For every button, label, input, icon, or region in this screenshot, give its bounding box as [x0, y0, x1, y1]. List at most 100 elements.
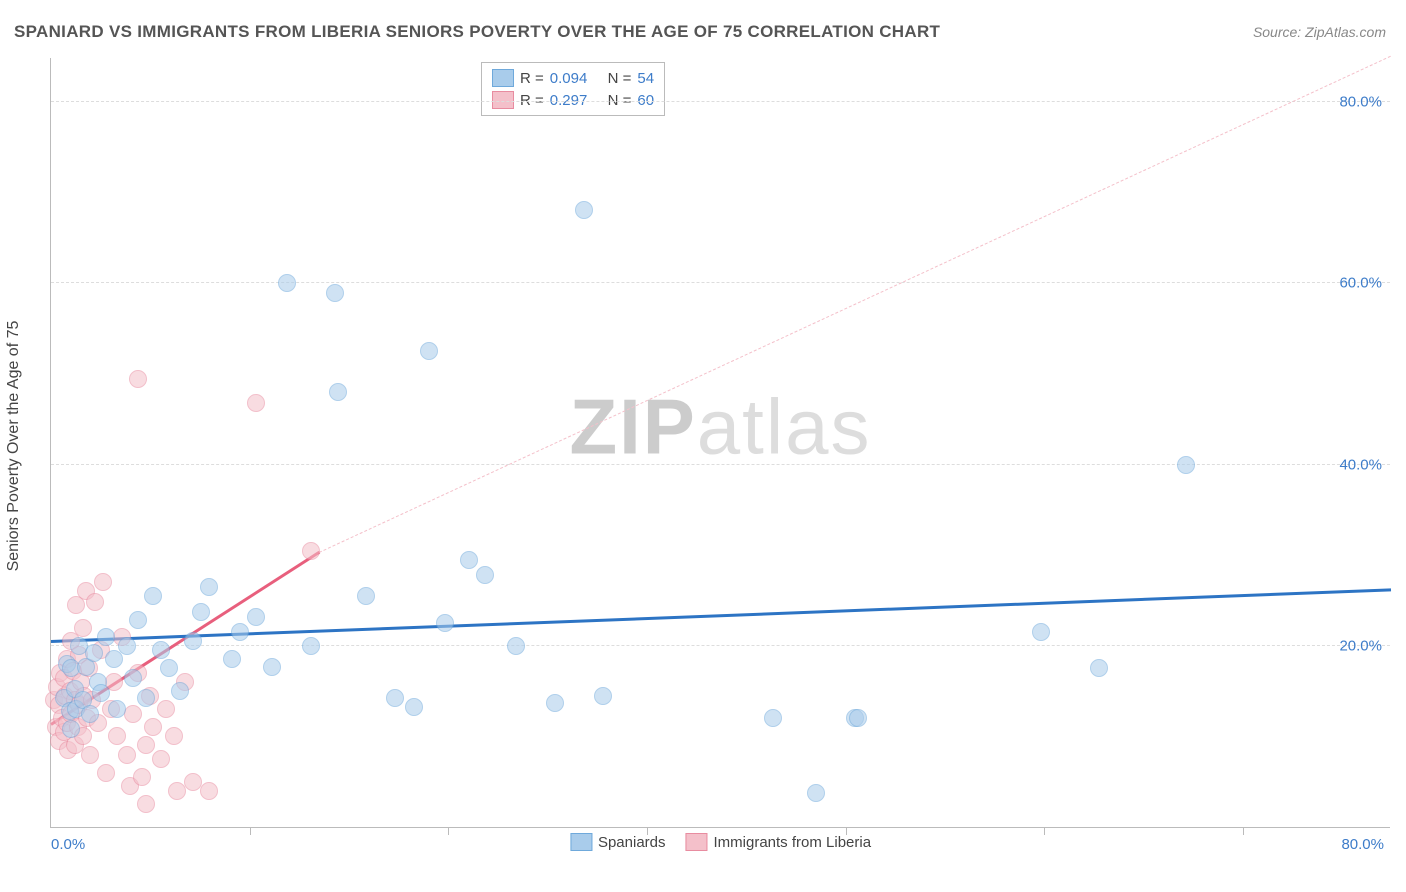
y-tick-label: 60.0% — [1339, 275, 1382, 292]
data-point — [192, 603, 210, 621]
data-point — [165, 727, 183, 745]
x-tick — [448, 827, 449, 835]
data-point — [476, 566, 494, 584]
n-label: N = — [608, 92, 632, 109]
gridline — [51, 645, 1390, 646]
data-point — [263, 658, 281, 676]
data-point — [108, 727, 126, 745]
data-point — [74, 619, 92, 637]
x-tick — [846, 827, 847, 835]
y-tick-label: 20.0% — [1339, 637, 1382, 654]
chart-container: SPANIARD VS IMMIGRANTS FROM LIBERIA SENI… — [0, 0, 1406, 892]
data-point — [81, 705, 99, 723]
data-point — [94, 573, 112, 591]
data-point — [92, 684, 110, 702]
data-point — [137, 736, 155, 754]
swatch-spaniards — [492, 69, 514, 87]
data-point — [807, 784, 825, 802]
data-point — [1032, 623, 1050, 641]
legend-row-spaniards: R = 0.094 N = 54 — [492, 67, 654, 89]
data-point — [86, 593, 104, 611]
data-point — [129, 370, 147, 388]
y-axis-title: Seniors Poverty Over the Age of 75 — [5, 321, 23, 572]
data-point — [849, 709, 867, 727]
data-point — [247, 608, 265, 626]
r-value-spaniards: 0.094 — [550, 70, 588, 87]
x-max-label: 80.0% — [1341, 836, 1384, 853]
plot-area: ZIPatlas R = 0.094 N = 54 R = 0.297 N = … — [50, 58, 1390, 828]
data-point — [460, 551, 478, 569]
series-label-liberia: Immigrants from Liberia — [714, 834, 872, 851]
x-origin-label: 0.0% — [51, 836, 85, 853]
data-point — [118, 637, 136, 655]
x-tick — [250, 827, 251, 835]
series-legend-spaniards: Spaniards — [570, 833, 666, 851]
n-value-spaniards: 54 — [637, 70, 654, 87]
swatch-spaniards — [570, 833, 592, 851]
data-point — [278, 274, 296, 292]
gridline — [51, 282, 1390, 283]
data-point — [144, 718, 162, 736]
series-legend: Spaniards Immigrants from Liberia — [570, 833, 871, 851]
data-point — [594, 687, 612, 705]
data-point — [302, 542, 320, 560]
swatch-liberia — [686, 833, 708, 851]
n-value-liberia: 60 — [637, 92, 654, 109]
data-point — [124, 705, 142, 723]
source-prefix: Source: — [1253, 24, 1305, 40]
y-tick-label: 80.0% — [1339, 94, 1382, 111]
data-point — [764, 709, 782, 727]
swatch-liberia — [492, 91, 514, 109]
data-point — [1177, 456, 1195, 474]
data-point — [357, 587, 375, 605]
data-point — [200, 782, 218, 800]
data-point — [97, 764, 115, 782]
watermark: ZIPatlas — [569, 382, 871, 473]
series-legend-liberia: Immigrants from Liberia — [686, 833, 872, 851]
data-point — [171, 682, 189, 700]
data-point — [118, 746, 136, 764]
data-point — [436, 614, 454, 632]
x-tick — [1044, 827, 1045, 835]
data-point — [62, 720, 80, 738]
data-point — [129, 611, 147, 629]
r-value-liberia: 0.297 — [550, 92, 588, 109]
data-point — [105, 650, 123, 668]
legend-row-liberia: R = 0.297 N = 60 — [492, 89, 654, 111]
chart-title: SPANIARD VS IMMIGRANTS FROM LIBERIA SENI… — [14, 22, 940, 42]
data-point — [152, 750, 170, 768]
data-point — [326, 284, 344, 302]
trend-line — [319, 56, 1391, 553]
data-point — [108, 700, 126, 718]
data-point — [575, 201, 593, 219]
source-name: ZipAtlas.com — [1305, 24, 1386, 40]
data-point — [133, 768, 151, 786]
correlation-legend: R = 0.094 N = 54 R = 0.297 N = 60 — [481, 62, 665, 116]
x-tick — [1243, 827, 1244, 835]
data-point — [137, 689, 155, 707]
data-point — [85, 644, 103, 662]
series-label-spaniards: Spaniards — [598, 834, 666, 851]
data-point — [144, 587, 162, 605]
data-point — [546, 694, 564, 712]
y-tick-label: 40.0% — [1339, 456, 1382, 473]
data-point — [223, 650, 241, 668]
data-point — [1090, 659, 1108, 677]
data-point — [507, 637, 525, 655]
data-point — [152, 641, 170, 659]
data-point — [247, 394, 265, 412]
data-point — [200, 578, 218, 596]
data-point — [137, 795, 155, 813]
r-label: R = — [520, 92, 544, 109]
data-point — [329, 383, 347, 401]
data-point — [81, 746, 99, 764]
gridline — [51, 101, 1390, 102]
r-label: R = — [520, 70, 544, 87]
data-point — [157, 700, 175, 718]
chart-source: Source: ZipAtlas.com — [1253, 24, 1386, 40]
data-point — [386, 689, 404, 707]
data-point — [160, 659, 178, 677]
data-point — [420, 342, 438, 360]
data-point — [231, 623, 249, 641]
data-point — [184, 632, 202, 650]
